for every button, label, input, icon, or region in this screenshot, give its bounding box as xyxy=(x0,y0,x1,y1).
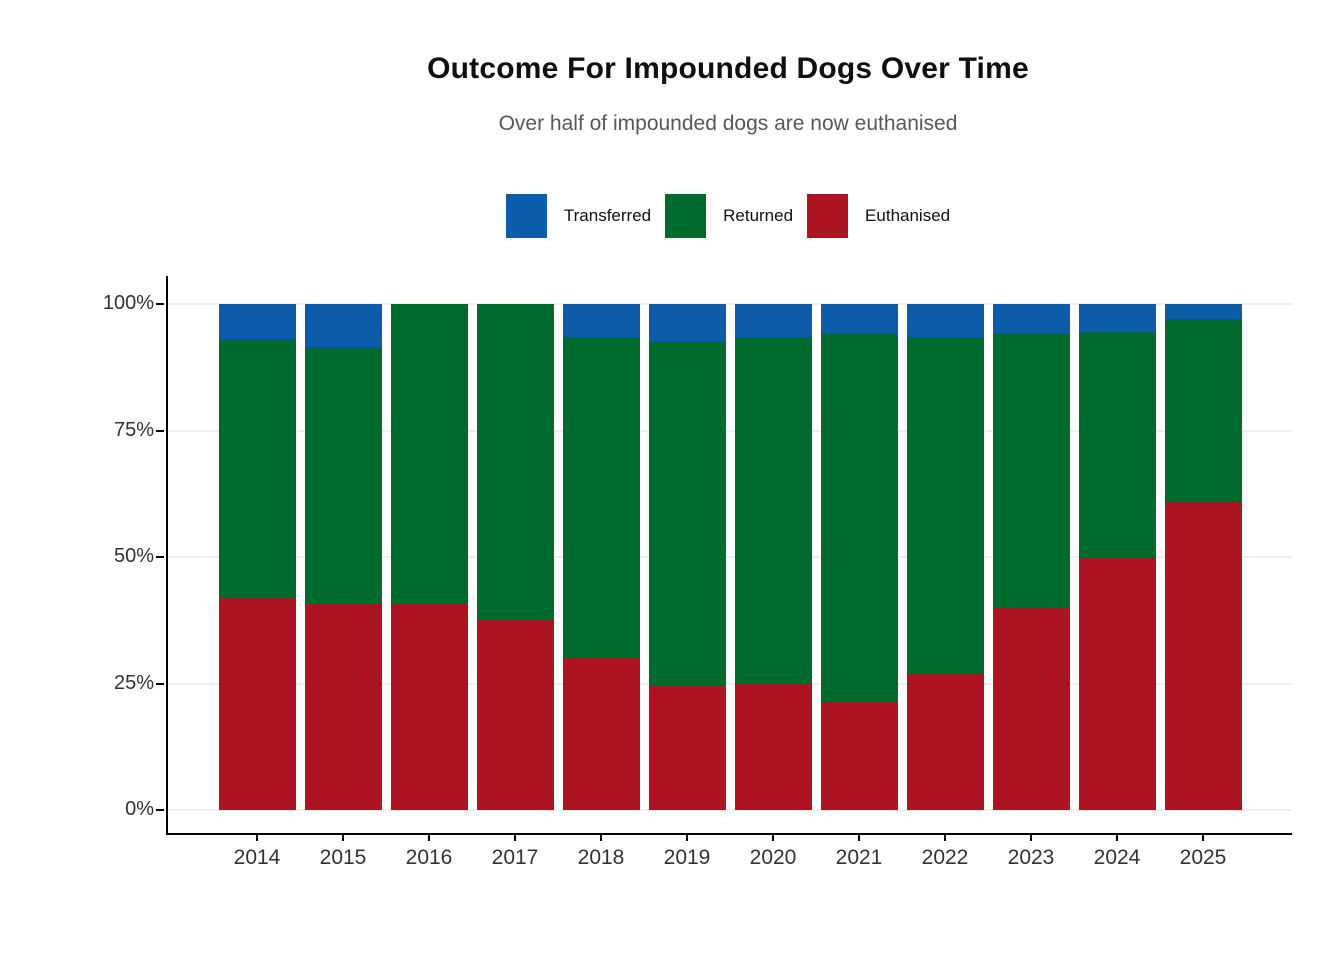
bar-segment-2025-transferred xyxy=(1164,304,1242,320)
bar-segment-2014-euthanised xyxy=(218,597,296,810)
bar-segment-2015-transferred xyxy=(304,304,382,348)
x-axis-tick-label: 2024 xyxy=(1093,846,1141,869)
bar-group-2025 xyxy=(1164,304,1242,810)
x-axis-tick-label: 2023 xyxy=(1007,846,1055,869)
x-axis-tick xyxy=(256,833,258,841)
bar-segment-2015-returned xyxy=(304,347,382,603)
legend-key-transferred xyxy=(505,194,547,238)
x-axis-tick xyxy=(1202,833,1204,841)
bar-segment-2020-euthanised xyxy=(734,683,812,810)
legend-item-returned: Returned xyxy=(665,194,793,238)
bar-segment-2023-transferred xyxy=(992,304,1070,335)
x-axis-tick-label: 2019 xyxy=(663,846,711,869)
x-axis-tick xyxy=(858,833,860,841)
bar-segment-2023-returned xyxy=(992,334,1070,608)
y-axis-tick-label: 25% xyxy=(113,671,154,694)
legend-key-returned xyxy=(665,194,707,238)
x-axis-tick-label: 2020 xyxy=(749,846,797,869)
bar-segment-2019-transferred xyxy=(648,304,726,342)
x-axis-tick-label: 2017 xyxy=(491,846,539,869)
legend-label: Returned xyxy=(723,206,794,225)
legend-label: Euthanised xyxy=(865,206,951,225)
x-axis-tick xyxy=(514,833,516,841)
gridline-25% xyxy=(168,682,1292,685)
legend: Transferred Returned Euthanised xyxy=(166,194,1290,238)
bar-group-2014 xyxy=(218,304,296,810)
bar-group-2018 xyxy=(562,304,640,810)
y-axis-tick-label: 100% xyxy=(102,291,154,314)
x-axis-tick xyxy=(772,833,774,841)
bar-group-2021 xyxy=(820,304,898,810)
bar-segment-2014-transferred xyxy=(218,304,296,340)
x-axis-tick-label: 2015 xyxy=(319,846,367,869)
chart-title: Outcome For Impounded Dogs Over Time xyxy=(427,52,1029,85)
bar-segment-2022-euthanised xyxy=(906,673,984,810)
bar-group-2023 xyxy=(992,304,1070,810)
y-axis-tick xyxy=(156,556,164,558)
y-axis-tick xyxy=(156,429,164,432)
x-axis-tick xyxy=(1116,833,1118,841)
y-axis-tick xyxy=(156,303,164,305)
bar-group-2016 xyxy=(390,304,468,810)
bar-segment-2025-euthanised xyxy=(1164,501,1242,810)
y-axis-tick xyxy=(156,809,164,811)
x-axis-tick-label: 2014 xyxy=(233,846,281,869)
y-axis-tick xyxy=(156,682,164,685)
bar-group-2020 xyxy=(734,304,812,810)
bar-segment-2018-returned xyxy=(562,336,640,659)
legend-key-euthanised xyxy=(807,194,849,238)
bar-segment-2016-returned xyxy=(390,304,468,603)
bar-segment-2021-transferred xyxy=(820,304,898,335)
x-axis-tick xyxy=(686,833,688,841)
x-axis-tick xyxy=(1030,833,1032,841)
bar-segment-2016-euthanised xyxy=(390,602,468,810)
bar-segment-2019-returned xyxy=(648,341,726,687)
x-axis-tick-label: 2021 xyxy=(835,846,883,869)
x-axis-tick-label: 2018 xyxy=(577,846,625,869)
bar-segment-2017-euthanised xyxy=(476,620,554,810)
bar-segment-2020-returned xyxy=(734,336,812,684)
bar-segment-2018-transferred xyxy=(562,304,640,337)
bar-segment-2025-returned xyxy=(1164,319,1242,502)
gridline-0% xyxy=(168,809,1292,811)
y-axis-tick-label: 50% xyxy=(113,544,154,567)
bar-segment-2022-returned xyxy=(906,336,984,674)
gridline-75% xyxy=(168,429,1292,432)
bar-segment-2021-euthanised xyxy=(820,701,898,810)
x-axis-tick xyxy=(428,833,430,841)
bar-group-2022 xyxy=(906,304,984,810)
bar-segment-2019-euthanised xyxy=(648,686,726,810)
bar-segment-2015-euthanised xyxy=(304,602,382,810)
legend-label: Transferred xyxy=(563,206,652,225)
bar-segment-2018-euthanised xyxy=(562,658,640,810)
x-axis-tick-label: 2025 xyxy=(1179,846,1227,869)
bar-segment-2023-euthanised xyxy=(992,607,1070,810)
bar-group-2015 xyxy=(304,304,382,810)
bar-segment-2017-returned xyxy=(476,304,554,621)
bar-segment-2024-euthanised xyxy=(1078,557,1156,810)
bar-segment-2020-transferred xyxy=(734,304,812,337)
x-axis-tick xyxy=(944,833,946,841)
bar-segment-2021-returned xyxy=(820,334,898,702)
bar-segment-2024-transferred xyxy=(1078,304,1156,332)
y-axis-tick-label: 0% xyxy=(125,797,154,820)
x-axis-tick xyxy=(600,833,602,841)
bar-group-2017 xyxy=(476,304,554,810)
bar-segment-2022-transferred xyxy=(906,304,984,337)
legend-item-euthanised: Euthanised xyxy=(807,194,950,238)
x-axis-tick xyxy=(342,833,344,841)
y-axis-tick-label: 75% xyxy=(113,418,154,441)
x-axis-tick-label: 2022 xyxy=(921,846,969,869)
bar-group-2024 xyxy=(1078,304,1156,810)
x-axis-tick-label: 2016 xyxy=(405,846,453,869)
chart-subtitle: Over half of impounded dogs are now euth… xyxy=(498,112,958,135)
legend-item-transferred: Transferred xyxy=(505,194,652,238)
bar-segment-2014-returned xyxy=(218,339,296,598)
gridline-50% xyxy=(168,556,1292,558)
gridline-100% xyxy=(168,303,1292,305)
plot-panel: 0% 25% 50% 75% 100% 2014 2015 2016 2017 2018 2019 2… xyxy=(103,276,1292,869)
bar-group-2019 xyxy=(648,304,726,810)
bar-segment-2024-returned xyxy=(1078,331,1156,557)
